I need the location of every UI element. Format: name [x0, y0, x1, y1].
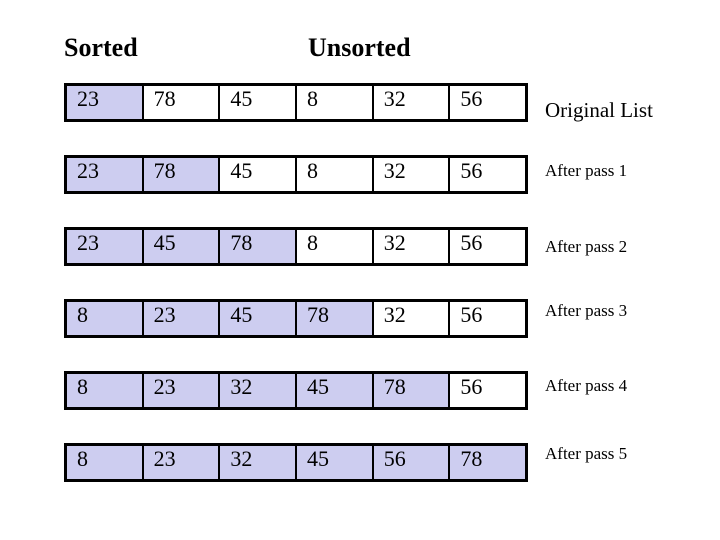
sorted-cell: 78 — [220, 230, 298, 263]
unsorted-cell: 32 — [373, 302, 451, 335]
sorted-cell: 8 — [67, 302, 144, 335]
sorted-cell: 8 — [67, 374, 144, 407]
unsorted-cell: 56 — [450, 302, 526, 335]
unsorted-cell: 45 — [220, 158, 298, 191]
row-label: After pass 4 — [545, 376, 628, 395]
sorted-cell: 32 — [220, 374, 298, 407]
unsorted-cell: 32 — [373, 158, 451, 191]
array-row: 8 23 32 45 56 78 — [64, 443, 528, 482]
sorted-cell: 45 — [297, 446, 374, 479]
sorted-cell: 23 — [143, 302, 221, 335]
unsorted-cell: 56 — [450, 374, 526, 407]
row-label: After pass 2 — [545, 237, 628, 256]
sorted-cell: 78 — [297, 302, 374, 335]
array-row: 8 23 45 78 32 56 — [64, 299, 528, 338]
sorted-cell: 23 — [67, 158, 144, 191]
sorted-cell: 78 — [450, 446, 526, 479]
row-label: After pass 5 — [545, 444, 628, 463]
array-row: 23 78 45 8 32 56 — [64, 155, 528, 194]
row-label: After pass 1 — [545, 161, 628, 180]
unsorted-cell: 56 — [450, 86, 526, 119]
unsorted-section-header: Unsorted — [308, 33, 411, 62]
unsorted-cell: 56 — [450, 230, 526, 263]
sorted-section-header: Sorted — [64, 33, 138, 62]
sorted-cell: 78 — [143, 158, 221, 191]
sorted-cell: 45 — [297, 374, 374, 407]
array-row: 8 23 32 45 78 56 — [64, 371, 528, 410]
sorted-cell: 23 — [143, 374, 221, 407]
sorted-cell: 23 — [67, 230, 144, 263]
unsorted-cell: 32 — [373, 230, 451, 263]
sorted-cell: 56 — [373, 446, 451, 479]
unsorted-cell: 56 — [450, 158, 526, 191]
unsorted-cell: 45 — [220, 86, 298, 119]
row-label: Original List — [545, 98, 653, 122]
row-label: After pass 3 — [545, 301, 628, 320]
sorted-cell: 23 — [143, 446, 221, 479]
unsorted-cell: 8 — [297, 230, 374, 263]
unsorted-cell: 78 — [143, 86, 221, 119]
unsorted-cell: 8 — [297, 86, 374, 119]
sorted-cell: 78 — [373, 374, 451, 407]
sorted-cell: 23 — [67, 86, 144, 119]
sorted-cell: 45 — [220, 302, 298, 335]
array-row: 23 45 78 8 32 56 — [64, 227, 528, 266]
unsorted-cell: 32 — [373, 86, 451, 119]
unsorted-cell: 8 — [297, 158, 374, 191]
sorted-cell: 45 — [143, 230, 221, 263]
sorted-cell: 32 — [220, 446, 298, 479]
sorted-cell: 8 — [67, 446, 144, 479]
array-row: 23 78 45 8 32 56 — [64, 83, 528, 122]
